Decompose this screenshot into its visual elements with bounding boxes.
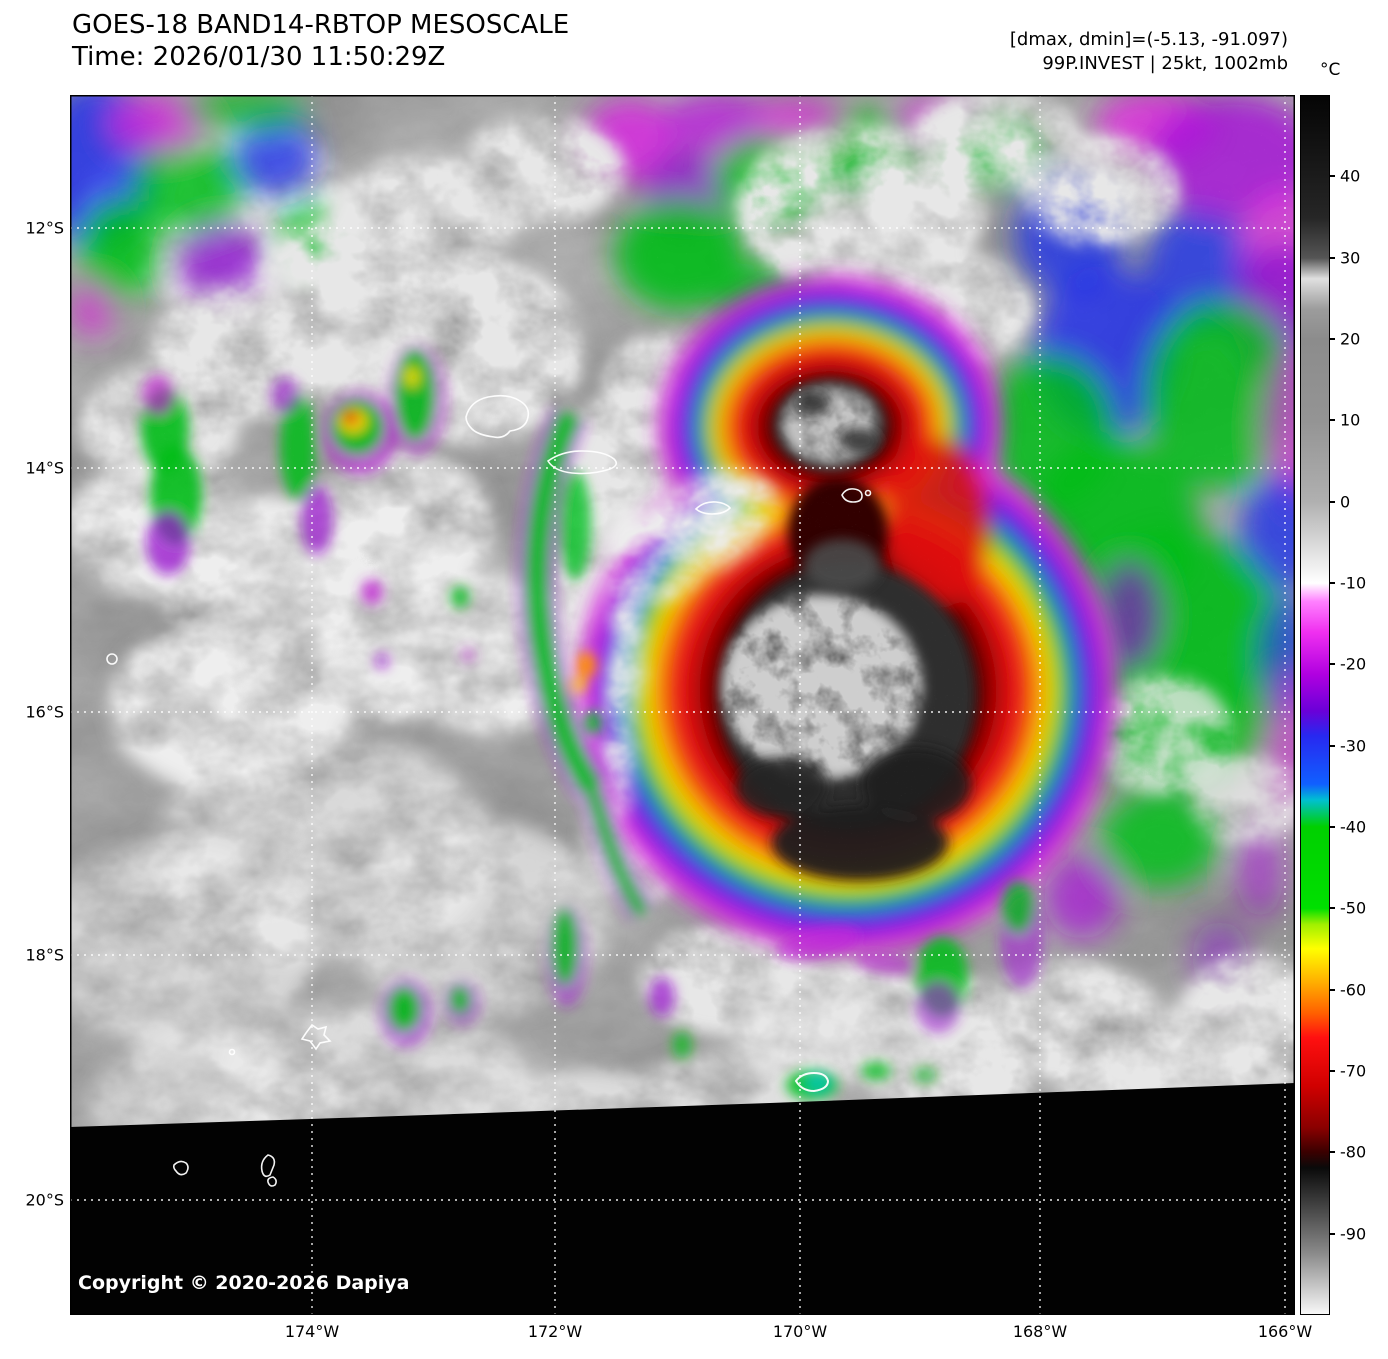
colorbar-tickmark [1330, 175, 1335, 177]
colorbar-tick-n20: -20 [1340, 654, 1367, 674]
colorbar-tickmark [1330, 501, 1335, 503]
lat-label-20s: 20°S [25, 1190, 64, 1210]
image-timestamp: Time: 2026/01/30 11:50:29Z [72, 42, 446, 72]
lon-label-166w: 166°W [1257, 1322, 1313, 1341]
lon-label-172w: 172°W [527, 1322, 583, 1341]
colorbar-tickmark [1330, 338, 1335, 340]
colorbar-tickmark [1330, 745, 1335, 747]
colorbar-tick-10: 10 [1340, 410, 1361, 430]
coastlines [106, 394, 872, 1187]
colorbar-tick-n50: -50 [1340, 898, 1367, 918]
lat-label-12s: 12°S [25, 218, 64, 238]
map-frame [70, 95, 1295, 1315]
image-title: GOES-18 BAND14-RBTOP MESOSCALE [72, 10, 570, 40]
colorbar-tick-30: 30 [1340, 248, 1361, 268]
lon-label-174w: 174°W [284, 1322, 340, 1341]
colorbar [1300, 95, 1330, 1315]
colorbar-tickmark [1330, 1070, 1335, 1072]
lat-label-14s: 14°S [25, 458, 64, 478]
colorbar-tickmark [1330, 257, 1335, 259]
colorbar-tickmark [1330, 1151, 1335, 1153]
colorbar-unit: °C [1320, 60, 1341, 80]
colorbar-tick-n70: -70 [1340, 1061, 1367, 1081]
dmax-dmin-readout: [dmax, dmin]=(-5.13, -91.097) [1009, 29, 1288, 50]
colorbar-tickmark [1330, 1233, 1335, 1235]
colorbar-tickmark [1330, 826, 1335, 828]
lon-label-168w: 168°W [1012, 1322, 1068, 1341]
scan-edge-region [70, 1083, 1295, 1315]
gridlines [70, 95, 1295, 1315]
colorbar-tickmark [1330, 989, 1335, 991]
colorbar-tick-20: 20 [1340, 329, 1361, 349]
colorbar-tickmark [1330, 419, 1335, 421]
colorbar-tickmark [1330, 907, 1335, 909]
colorbar-tickmark [1330, 663, 1335, 665]
lat-label-18s: 18°S [25, 945, 64, 965]
colorbar-tick-n30: -30 [1340, 736, 1367, 756]
satellite-map [70, 95, 1295, 1315]
storm-info-readout: 99P.INVEST | 25kt, 1002mb [1042, 53, 1288, 74]
colorbar-tick-n80: -80 [1340, 1142, 1367, 1162]
colorbar-tick-n40: -40 [1340, 817, 1367, 837]
colorbar-tick-40: 40 [1340, 166, 1361, 186]
colorbar-tick-n90: -90 [1340, 1224, 1367, 1244]
colorbar-tick-n10: -10 [1340, 573, 1367, 593]
lat-label-16s: 16°S [25, 702, 64, 722]
colorbar-tick-0: 0 [1340, 492, 1351, 512]
colorbar-tick-n60: -60 [1340, 980, 1367, 1000]
colorbar-tickmark [1330, 582, 1335, 584]
lon-label-170w: 170°W [772, 1322, 828, 1341]
copyright-notice: Copyright © 2020-2026 Dapiya [78, 1272, 410, 1294]
